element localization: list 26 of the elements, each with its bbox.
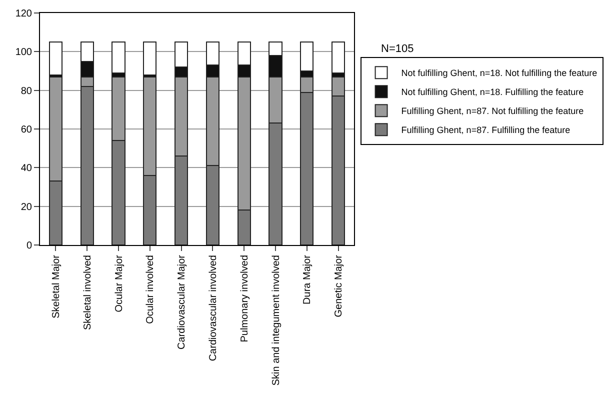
bar <box>112 42 126 74</box>
x-tick-label: Dura Major <box>302 254 314 304</box>
x-tick-label: Cardiovascular involved <box>208 255 219 362</box>
x-tick-label: Genetic Major <box>334 254 345 318</box>
y-tick-label: 60 <box>20 124 32 136</box>
legend-label: Not fulfilling Ghent, n=18. Not fulfilling the feature <box>401 68 598 78</box>
bar <box>143 42 157 76</box>
x-tick-label: Pulmonary involved <box>239 255 250 342</box>
y-tick-label: 0 <box>26 240 32 252</box>
text: N=105 <box>381 43 414 55</box>
x-tick-label: Skeletal involved <box>82 255 94 330</box>
y-tick-label: 40 <box>20 163 32 174</box>
x-tick-label: Ocular involved <box>145 255 156 324</box>
bar <box>48 42 62 76</box>
x-tick-label: Skin and integument involved <box>270 255 282 386</box>
legend-label: Fulfilling Ghent, n=87. Not fulfilling the feature <box>401 106 584 116</box>
y-tick-label: 20 <box>20 202 32 213</box>
y-tick-label: 100 <box>15 47 32 58</box>
x-tick-label: Ocular Major <box>114 254 125 312</box>
legend-label: Not fulfilling Ghent, n=18. Fulfilling the feature <box>401 87 584 98</box>
y-tick-label: 80 <box>20 86 32 97</box>
legend-label: Fulfilling Ghent, n=87. Fulfilling the feature <box>401 125 570 136</box>
x-tick-label: Cardiovascular Major <box>176 254 188 350</box>
y-tick-label: 120 <box>15 8 32 20</box>
bar <box>332 42 346 74</box>
x-tick-label: Skeletal Major <box>50 254 62 318</box>
